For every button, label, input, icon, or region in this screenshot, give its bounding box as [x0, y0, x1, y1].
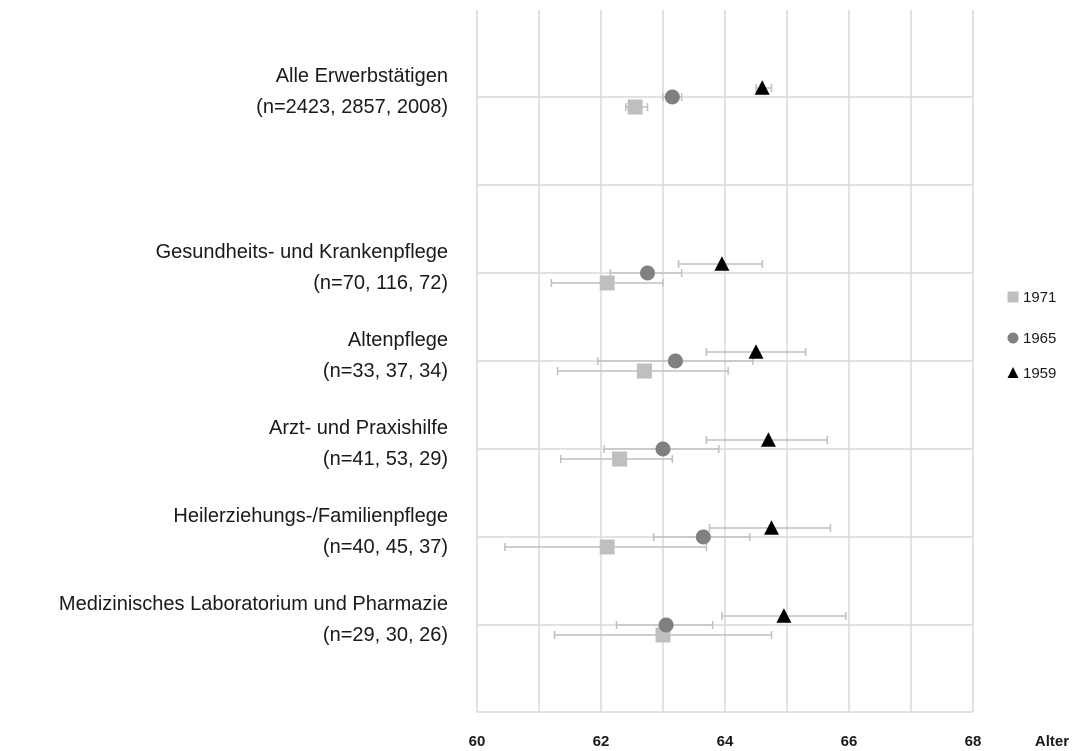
legend-marker-1959 [1007, 367, 1019, 378]
point-1959 [764, 520, 779, 535]
point-1965 [664, 89, 680, 105]
category-n-label: (n=29, 30, 26) [323, 624, 448, 646]
category-n-label: (n=40, 45, 37) [323, 536, 448, 558]
category-label: Arzt- und Praxishilfe [269, 417, 448, 439]
point-1971 [636, 363, 652, 379]
point-1965 [695, 529, 711, 545]
point-1965 [640, 265, 655, 281]
point-1965 [655, 441, 671, 457]
category-n-label: (n=33, 37, 34) [323, 360, 448, 382]
legend-marker-1965 [1007, 332, 1019, 344]
point-1965 [658, 617, 674, 633]
category-label: Altenpflege [348, 329, 448, 351]
point-1959 [754, 80, 770, 95]
point-1959 [776, 608, 792, 623]
category-n-label: (n=41, 53, 29) [323, 448, 448, 470]
point-1965 [667, 353, 683, 369]
point-1959 [748, 344, 764, 359]
x-tick-labels: 60 62 64 66 68 [469, 733, 982, 750]
x-axis-label: Alter [1035, 733, 1069, 750]
x-tick-label: 64 [717, 733, 734, 750]
x-tick-label: 66 [841, 733, 858, 750]
legend-marker-1971 [1007, 291, 1019, 303]
legend-label-1959: 1959 [1023, 365, 1056, 382]
category-label: Heilerziehungs-/Familienpflege [173, 505, 448, 527]
category-n-label: (n=70, 116, 72) [313, 272, 448, 294]
legend-label-1965: 1965 [1023, 330, 1056, 347]
data-markers [599, 80, 792, 643]
category-label: Medizinisches Laboratorium und Pharmazie [59, 593, 448, 615]
point-1971 [612, 451, 628, 467]
category-label: Gesundheits- und Krankenpflege [156, 241, 448, 263]
point-1959 [714, 256, 730, 271]
category-n-label: (n=2423, 2857, 2008) [256, 96, 448, 118]
point-1971 [599, 275, 615, 291]
point-1971 [599, 539, 615, 555]
x-tick-label: 62 [593, 733, 610, 750]
legend: 1971 1965 1959 [1007, 289, 1056, 382]
x-tick-label: 60 [469, 733, 486, 750]
category-label: Alle Erwerbstätigen [276, 65, 448, 87]
point-1959 [760, 432, 776, 447]
x-tick-label: 68 [965, 733, 982, 750]
point-1971 [627, 99, 643, 115]
legend-label-1971: 1971 [1023, 289, 1056, 306]
category-labels: Alle Erwerbstätigen (n=2423, 2857, 2008) G… [59, 65, 448, 646]
